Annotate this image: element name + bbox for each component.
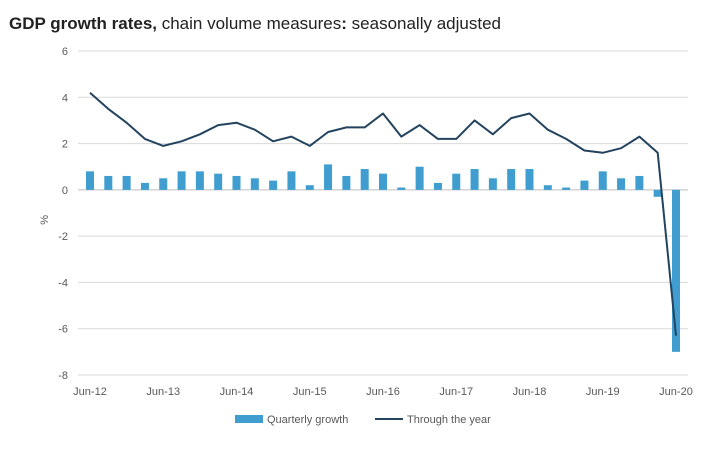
y-tick-label: -6 bbox=[58, 324, 68, 336]
legend-label-through-the-year: Through the year bbox=[407, 414, 491, 426]
bar bbox=[159, 178, 168, 190]
bar bbox=[433, 182, 442, 190]
bar bbox=[598, 171, 607, 190]
bar bbox=[342, 175, 351, 190]
series-line-through-the-year bbox=[89, 91, 677, 336]
bar bbox=[525, 169, 534, 190]
chart-title-main: chain volume measures bbox=[157, 14, 342, 33]
bar bbox=[397, 187, 406, 190]
bar bbox=[269, 180, 278, 190]
y-tick-label: -4 bbox=[58, 277, 68, 289]
bar bbox=[214, 173, 223, 190]
bar bbox=[379, 173, 387, 190]
x-tick-label: Jun-16 bbox=[366, 386, 400, 398]
bar bbox=[543, 185, 552, 190]
y-tick-label: 6 bbox=[62, 46, 68, 58]
chart-title-bold: GDP growth rates, bbox=[9, 14, 157, 33]
bar bbox=[507, 169, 516, 190]
bar bbox=[287, 171, 296, 190]
bar bbox=[635, 175, 644, 190]
x-tick-label: Jun-18 bbox=[513, 386, 547, 398]
bar bbox=[122, 175, 131, 190]
bar bbox=[195, 171, 204, 190]
chart-title: GDP growth rates, chain volume measures:… bbox=[9, 14, 501, 34]
y-tick-label: -8 bbox=[58, 370, 68, 382]
bar bbox=[653, 189, 662, 197]
bar bbox=[580, 180, 589, 190]
bar bbox=[324, 164, 333, 190]
bar bbox=[488, 178, 497, 190]
x-tick-label: Jun-12 bbox=[73, 386, 107, 398]
bar bbox=[305, 185, 314, 190]
bar bbox=[672, 189, 680, 352]
x-tick-label: Jun-15 bbox=[293, 386, 327, 398]
bar bbox=[360, 169, 369, 190]
x-tick-label: Jun-17 bbox=[439, 386, 473, 398]
bar bbox=[177, 171, 186, 190]
x-tick-label: Jun-19 bbox=[586, 386, 620, 398]
y-axis-label: % bbox=[39, 215, 51, 225]
bar bbox=[232, 175, 241, 190]
x-tick-label: Jun-13 bbox=[146, 386, 180, 398]
x-tick-label: Jun-14 bbox=[220, 386, 254, 398]
bar bbox=[617, 178, 626, 190]
bar bbox=[86, 171, 94, 190]
bar bbox=[104, 175, 113, 190]
legend-swatch-bar bbox=[235, 415, 263, 423]
y-tick-label: 4 bbox=[62, 92, 68, 104]
chart-title-suffix: seasonally adjusted bbox=[346, 14, 501, 33]
y-tick-label: 0 bbox=[62, 185, 68, 197]
chart-title-colon: : bbox=[341, 14, 347, 33]
x-tick-label: Jun-20 bbox=[659, 386, 693, 398]
legend-label-quarterly-growth: Quarterly growth bbox=[267, 414, 348, 426]
y-tick-label: 2 bbox=[62, 139, 68, 151]
bar bbox=[452, 173, 461, 190]
bar bbox=[415, 166, 424, 190]
bar bbox=[140, 182, 149, 190]
bar bbox=[470, 169, 479, 190]
y-tick-label: -2 bbox=[58, 231, 68, 243]
bar bbox=[250, 178, 259, 190]
bar bbox=[562, 187, 571, 190]
